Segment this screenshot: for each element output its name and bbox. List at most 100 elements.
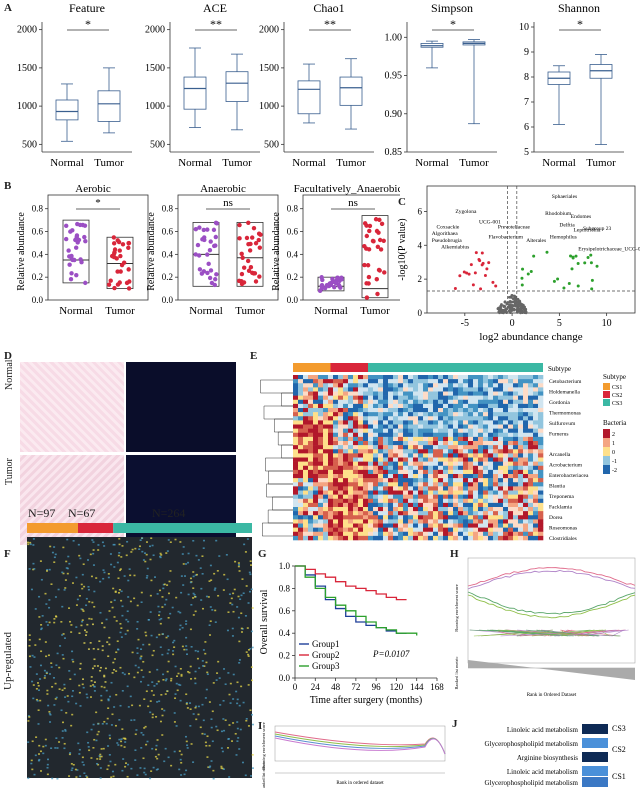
e-heatmap-cell: [423, 498, 429, 504]
e-heatmap-cell: [478, 511, 484, 516]
e-heatmap-cell: [293, 395, 299, 401]
f-heatmap-cell: [234, 560, 237, 563]
c-taxon-label: Hemophilus: [550, 234, 577, 240]
f-heatmap-cell: [143, 727, 146, 729]
f-heatmap-cell: [164, 603, 167, 606]
f-heatmap-cell: [214, 621, 217, 623]
e-heatmap-cell: [493, 391, 499, 396]
f-heatmap-cell: [35, 673, 38, 675]
i-y-label-bottom: Ranked list metric: [261, 761, 266, 788]
e-heatmap-cell: [333, 416, 339, 421]
c-point-ns: [513, 294, 516, 298]
e-heatmap-cell: [473, 453, 479, 458]
b-y-axis-label: Relative abundance: [271, 212, 282, 291]
f-heatmap-cell: [93, 738, 96, 741]
panel-d-row-tumor-label: Tumor: [4, 458, 15, 485]
f-heatmap-cell: [152, 649, 155, 652]
e-heatmap-cell: [333, 474, 339, 479]
f-heatmap-cell: [87, 588, 90, 591]
j-group-label: CS2: [612, 745, 626, 754]
f-heatmap-cell: [30, 759, 33, 762]
e-heatmap-cell: [478, 498, 484, 504]
f-heatmap-cell: [122, 737, 125, 740]
e-heatmap-cell: [428, 482, 434, 487]
f-heatmap-cell: [185, 769, 188, 772]
e-heatmap-cell: [433, 395, 439, 401]
e-heatmap-cell: [318, 449, 324, 454]
e-heatmap-cell: [523, 482, 529, 487]
f-heatmap-cell: [223, 729, 226, 732]
f-heatmap-cell: [189, 628, 192, 631]
e-heatmap-cell: [373, 515, 379, 520]
c-point-ns: [514, 302, 518, 306]
e-heatmap-cell: [488, 461, 494, 467]
e-heatmap-cell: [293, 478, 299, 483]
e-heatmap-cell: [348, 502, 354, 508]
e-heatmap-cell: [398, 511, 404, 516]
e-heatmap-cell: [493, 403, 499, 409]
f-heatmap-cell: [39, 678, 42, 680]
f-heatmap-cell: [134, 749, 137, 752]
e-heatmap-cell: [448, 461, 454, 467]
f-heatmap-cell: [167, 649, 170, 651]
e-heatmap-cell: [518, 478, 524, 483]
e-heatmap-cell: [508, 420, 514, 425]
f-heatmap-cell: [171, 606, 174, 609]
b-sample-point: [74, 233, 80, 238]
e-heatmap-cell: [408, 457, 414, 462]
e-heatmap-cell: [373, 436, 379, 442]
e-heatmap-cell: [523, 515, 529, 520]
b-sample-point: [333, 279, 338, 285]
e-heatmap-cell: [518, 428, 524, 434]
e-dendrogram-branch: [272, 496, 293, 511]
f-heatmap-cell: [177, 672, 180, 675]
e-heatmap-cell: [468, 428, 474, 434]
e-heatmap-cell: [333, 465, 339, 471]
e-heatmap-cell: [373, 383, 379, 388]
f-heatmap-cell: [99, 666, 102, 669]
f-heatmap-cell: [150, 770, 153, 772]
e-heatmap-cell: [518, 490, 524, 495]
f-heatmap-cell: [194, 596, 197, 598]
e-heatmap-cell: [378, 453, 384, 458]
e-heatmap-cell: [373, 408, 379, 413]
e-heatmap-cell: [343, 527, 349, 533]
f-heatmap-cell: [90, 676, 93, 678]
b-sample-point: [208, 239, 213, 244]
f-heatmap-cell: [110, 724, 113, 726]
e-heatmap-cell: [508, 469, 514, 475]
f-heatmap-cell: [136, 628, 139, 630]
e-heatmap-cell: [363, 399, 369, 405]
e-heatmap-cell: [513, 490, 519, 495]
e-heatmap-cell: [368, 432, 374, 438]
e-heatmap-cell: [383, 391, 389, 396]
e-heatmap-cell: [368, 395, 374, 401]
e-heatmap-cell: [483, 515, 489, 520]
e-heatmap-cell: [528, 449, 534, 454]
e-heatmap-cell: [473, 515, 479, 520]
e-heatmap-cell: [403, 498, 409, 504]
e-heatmap-cell: [298, 412, 304, 417]
e-heatmap-cell: [368, 445, 374, 450]
f-heatmap-cell: [245, 585, 248, 587]
f-heatmap-cell: [110, 681, 113, 684]
e-heatmap-cell: [383, 387, 389, 392]
f-heatmap-cell: [223, 668, 226, 670]
e-heatmap-cell: [348, 531, 354, 537]
f-heatmap-cell: [32, 697, 35, 700]
e-heatmap-cell: [513, 428, 519, 434]
f-heatmap-cell: [60, 709, 63, 712]
f-heatmap-cell: [212, 777, 215, 780]
e-heatmap-cell: [368, 531, 374, 537]
b-sample-point: [112, 251, 117, 256]
f-heatmap-cell: [68, 775, 71, 777]
g-pvalue: P=0.0107: [372, 649, 410, 659]
j-pathway-label: Arginine biosynthesis: [517, 754, 578, 762]
e-heatmap-cell: [493, 416, 499, 421]
e-heatmap-cell: [293, 416, 299, 421]
e-heatmap-cell: [488, 465, 494, 471]
e-heatmap-cell: [413, 432, 419, 438]
e-heatmap-cell: [368, 494, 374, 500]
f-heatmap-cell: [30, 588, 33, 591]
e-heatmap-cell: [338, 507, 344, 512]
